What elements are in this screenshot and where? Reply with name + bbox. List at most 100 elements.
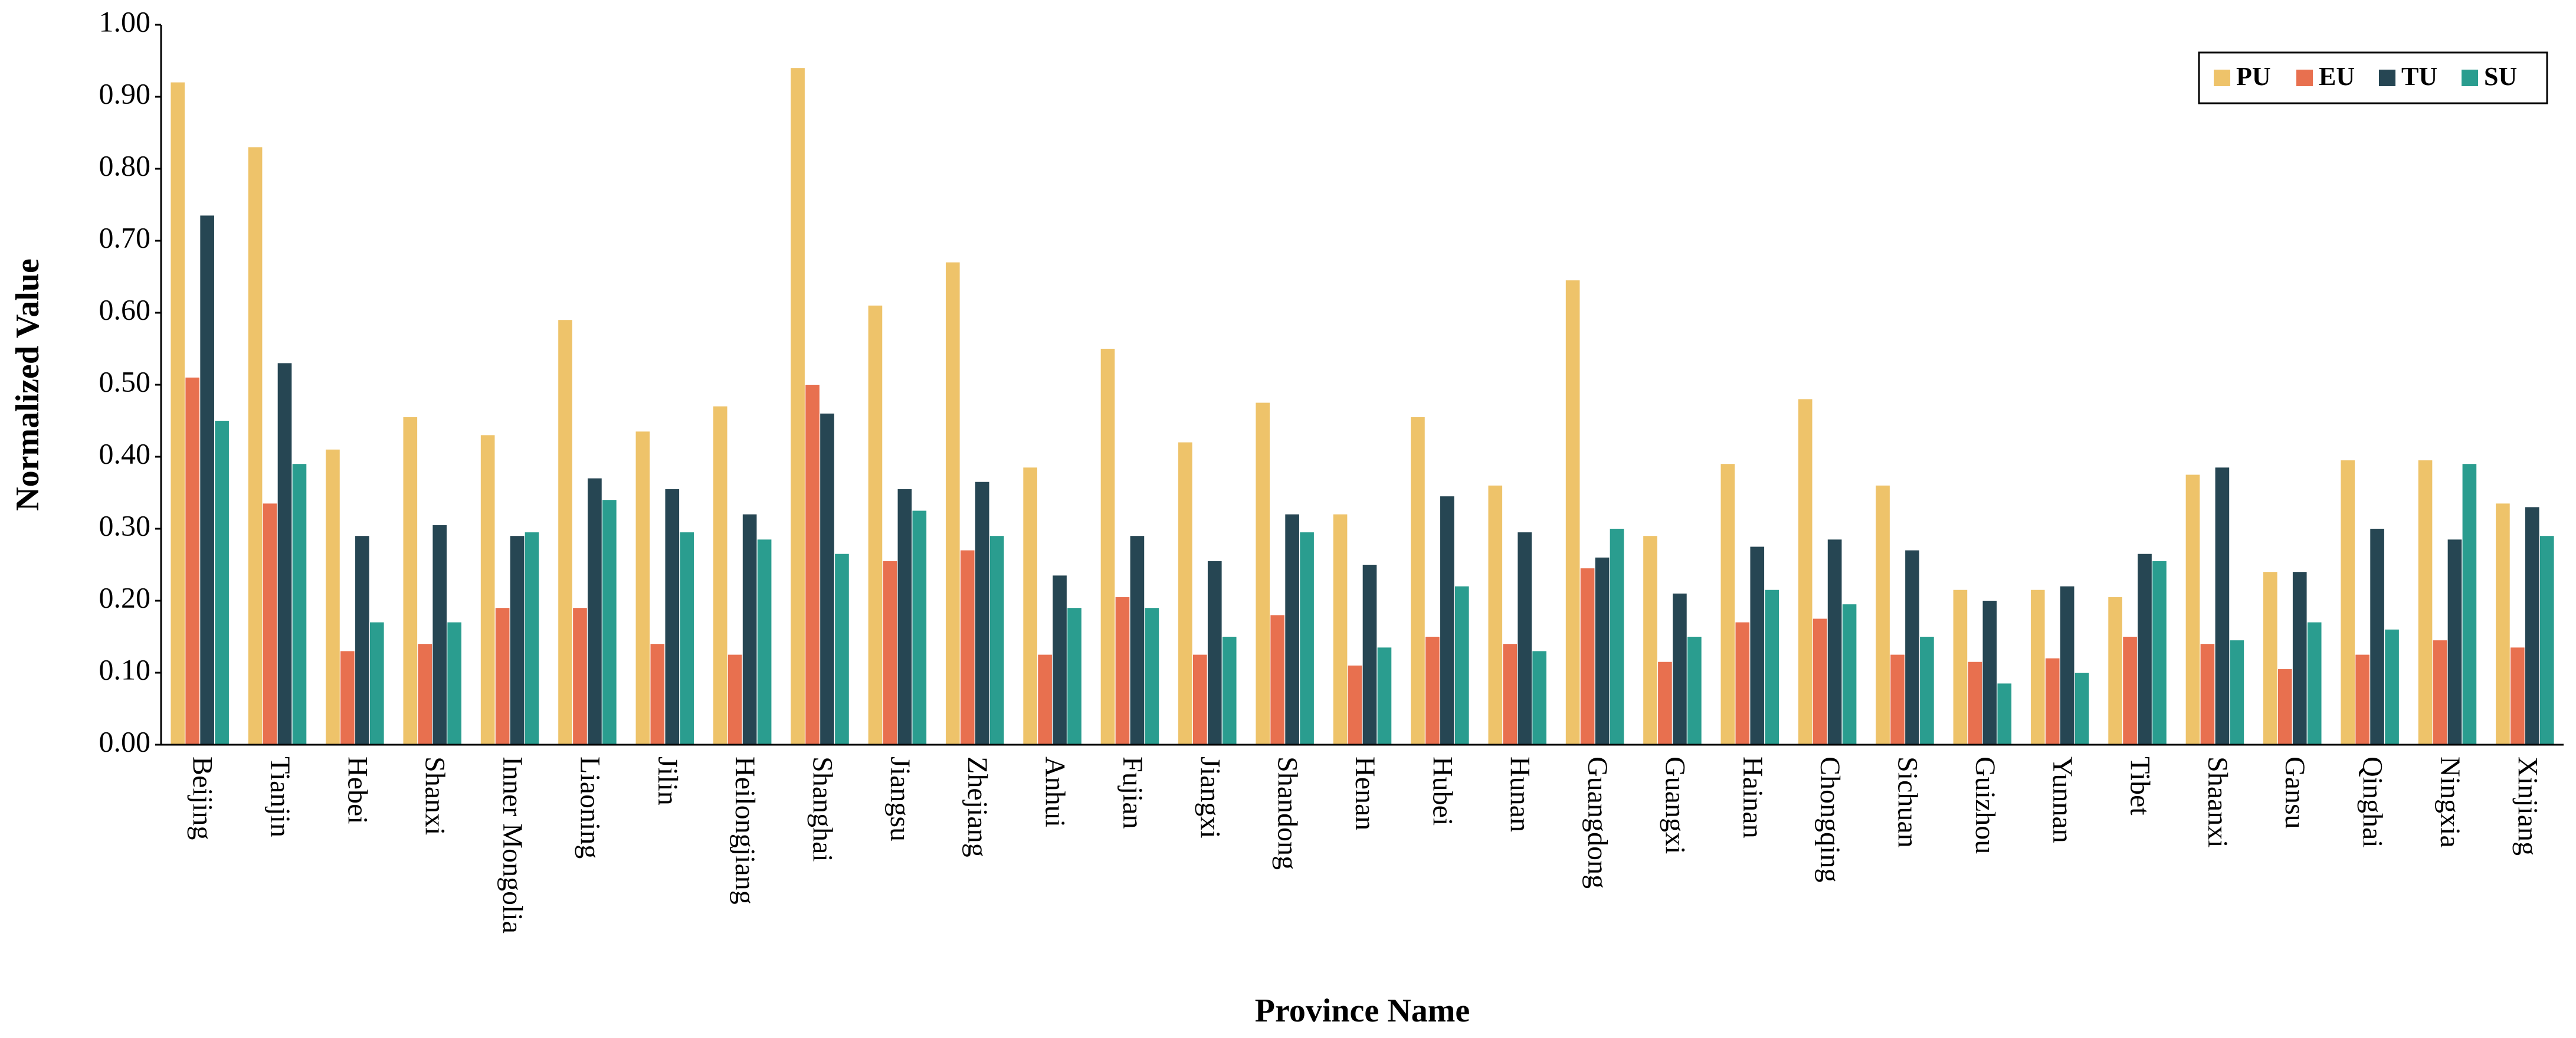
bar	[2355, 654, 2369, 745]
y-tick-label: 0.30	[99, 509, 151, 542]
x-tick-label: Gansu	[2279, 757, 2310, 829]
x-tick-label: Hainan	[1737, 757, 1768, 839]
bar	[1765, 590, 1779, 745]
bar	[185, 377, 200, 745]
bar	[2307, 622, 2322, 745]
bar	[897, 489, 912, 745]
bar	[1580, 568, 1595, 745]
y-tick-label: 0.90	[99, 77, 151, 110]
x-tick-label: Shandong	[1272, 757, 1303, 870]
bar	[248, 147, 263, 745]
y-tick-label: 0.10	[99, 653, 151, 686]
bar	[791, 68, 805, 745]
bar	[2511, 647, 2525, 745]
x-tick-label: Liaoning	[574, 757, 605, 859]
bar	[727, 654, 742, 745]
bar	[2123, 637, 2137, 745]
bar	[1890, 654, 1905, 745]
x-tick-label: Hunan	[1505, 757, 1536, 832]
bar	[757, 539, 772, 745]
bar	[1905, 550, 1919, 745]
x-tick-label: Shanxi	[419, 757, 451, 835]
bar	[713, 406, 727, 745]
bar	[742, 514, 757, 745]
bar	[326, 449, 340, 745]
x-tick-label: Jilin	[652, 757, 683, 805]
x-tick-label: Anhui	[1040, 757, 1071, 827]
bar	[1178, 442, 1192, 745]
bar	[1565, 280, 1580, 745]
bar	[975, 482, 989, 745]
y-tick-label: 0.70	[99, 221, 151, 254]
y-tick-label: 1.00	[99, 5, 151, 38]
bar	[1658, 662, 1672, 745]
legend-box	[2198, 51, 2548, 104]
bar	[1130, 536, 1145, 745]
bar	[1115, 597, 1130, 745]
bar	[1440, 496, 1454, 745]
x-axis-title: Province Name	[1255, 993, 1470, 1029]
bar	[1023, 467, 1037, 745]
x-tick-label: Beijing	[187, 757, 218, 840]
bar	[171, 82, 185, 745]
bar	[2277, 669, 2292, 745]
bar	[2447, 539, 2462, 745]
bar	[1285, 514, 1299, 745]
bar	[602, 500, 617, 745]
x-tick-label: Guangdong	[1582, 757, 1613, 889]
x-tick-label: Guangxi	[1659, 757, 1690, 854]
bar	[635, 431, 650, 745]
x-tick-label: Tianjin	[264, 757, 296, 837]
bar	[1953, 590, 1968, 745]
bar	[1488, 485, 1503, 745]
bar	[418, 644, 432, 745]
bar	[883, 561, 897, 745]
x-tick-label: Heilongjiang	[729, 757, 761, 905]
bar	[2292, 572, 2307, 745]
bar	[510, 536, 525, 745]
bar	[2185, 474, 2200, 745]
y-tick-label: 0.80	[99, 149, 151, 182]
bar	[2370, 529, 2384, 745]
bar	[2418, 460, 2433, 745]
x-tick-label: Tibet	[2125, 757, 2156, 816]
x-tick-label: Xinjiang	[2512, 757, 2543, 856]
bar	[680, 532, 694, 745]
bar	[1145, 608, 1159, 745]
bar	[1362, 565, 1377, 745]
bar	[1750, 546, 1765, 745]
bar	[945, 262, 960, 745]
bar	[2152, 561, 2167, 745]
bar	[1813, 618, 1827, 745]
bar	[1348, 665, 1362, 745]
x-tick-label: Shaanxi	[2202, 757, 2233, 848]
bar	[1798, 399, 1813, 745]
bar	[340, 651, 355, 745]
bar	[2230, 640, 2244, 745]
bar	[1425, 637, 1440, 745]
bar	[1503, 644, 1518, 745]
bar	[1997, 683, 2012, 745]
bar	[2385, 629, 2399, 745]
bar	[495, 608, 510, 745]
y-tick-label: 0.20	[99, 581, 151, 614]
bar	[200, 215, 214, 745]
bar	[2539, 536, 2554, 745]
bar	[215, 421, 229, 745]
bar	[2263, 572, 2277, 745]
bar	[989, 536, 1004, 745]
bar	[2433, 640, 2447, 745]
bar	[2074, 673, 2089, 745]
bar	[868, 305, 883, 745]
bar	[805, 385, 820, 745]
x-tick-label: Hubei	[1427, 757, 1458, 826]
bar	[2525, 507, 2539, 745]
bar	[573, 608, 587, 745]
bar	[292, 464, 307, 745]
x-tick-label: Hebei	[342, 757, 373, 824]
bar	[2462, 464, 2477, 745]
bar	[820, 413, 834, 745]
bar	[1038, 654, 1052, 745]
bar	[263, 503, 277, 745]
x-tick-label: Inner Mongolia	[497, 757, 528, 934]
